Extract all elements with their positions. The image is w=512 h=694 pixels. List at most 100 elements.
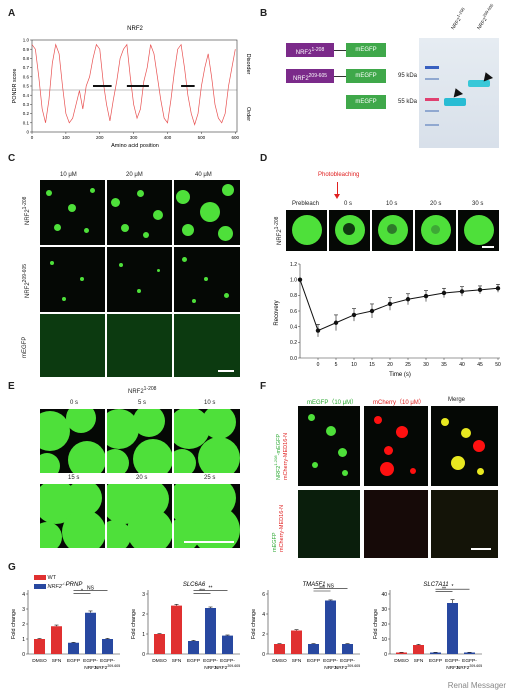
- panel-e-title: NRF21-208: [128, 386, 156, 395]
- g-ytick-label: 3: [142, 592, 145, 598]
- g-ytick-label: 4: [22, 592, 25, 598]
- frap-xtick-label: 25: [405, 362, 411, 368]
- gel-ladder-band-2: [425, 78, 439, 80]
- scale-bar: [471, 548, 491, 550]
- g-xtick-label2: NRF2: [204, 665, 217, 671]
- pondr-xlabel: Amino acid position: [111, 143, 159, 149]
- g-legend-wt: WT: [34, 575, 66, 581]
- g-xtick-label: SFN: [414, 658, 424, 664]
- g-stat-label: ***: [319, 586, 325, 592]
- f-micrograph-1-2: [364, 406, 428, 486]
- arrow-down-icon: [334, 194, 340, 199]
- frap-time-1: 0 s: [344, 201, 353, 207]
- micrograph-c-1-1: [40, 180, 105, 245]
- g-xtick-label: EGFP-: [100, 658, 115, 664]
- construct3-tag: mEGFP: [346, 95, 386, 109]
- g-stat-label: NS: [327, 584, 335, 590]
- photobleach-arrow-shaft: [337, 182, 338, 196]
- frap-frame-0s: [329, 210, 370, 251]
- f-col-mCherry: mCherry（10 μM）: [373, 400, 425, 406]
- g-ylabel: Fold change: [251, 609, 257, 639]
- frap-row-label-name: NRF2: [277, 229, 283, 245]
- g-bar: [222, 635, 233, 654]
- frap-recovery-chart: 0.0 0.2 0.4 0.6 0.8 1.0 1.2 0 5 10 15 20 25 30 35 40 45…: [274, 262, 501, 378]
- gel-marker-95: 95 kDa: [398, 73, 418, 79]
- frap-time-0: Prebleach: [292, 201, 320, 207]
- f-row1-line2: mCherry-MED16-N: [282, 432, 289, 480]
- frap-points: [297, 277, 501, 337]
- frap-ytick-label: 1.2: [290, 262, 297, 268]
- g-xtick-label2: NRF2209-605: [215, 664, 240, 671]
- frap-point: [441, 290, 447, 296]
- scale-bar: [218, 370, 234, 372]
- panel-label-c: C: [8, 153, 16, 164]
- e-time-2: 10 s: [204, 400, 216, 406]
- g-ytick-label: 20: [381, 622, 387, 628]
- pondr-yticks: 0 0.1 0.2 0.3 0.4 0.5 0.6 0.7 0.8 0.9 1.0: [23, 38, 32, 135]
- gel-ladder-band-1: [425, 66, 439, 69]
- gel-band-2: [468, 80, 490, 87]
- f-micrograph-1-1: [298, 406, 360, 486]
- g-chart-title: PRNP: [66, 582, 83, 588]
- g-stat-label: ***: [199, 588, 205, 594]
- g-xtick-label2: NRF2: [446, 665, 459, 671]
- row-label-c-2-sup: 209-605: [22, 263, 28, 283]
- f-row2-line1: mEGFP: [272, 532, 278, 552]
- g-xtick-label: EGFP: [187, 658, 200, 664]
- g-bar: [154, 634, 165, 654]
- pondr-title: NRF2: [127, 26, 143, 32]
- conc-label-20: 20 μM: [126, 172, 143, 178]
- pondr-xtick-label: 500: [198, 135, 206, 140]
- construct1-label: NRF2: [295, 50, 312, 56]
- frap-time-2: 10 s: [386, 201, 398, 207]
- pondr-series-line: [31, 43, 236, 126]
- pondr-xticks: 0 100 200 300 400 500 600: [31, 132, 240, 140]
- g-ytick-label: 30: [381, 607, 387, 613]
- pondr-xtick-label: 0: [31, 135, 34, 140]
- frap-point: [477, 287, 483, 293]
- g-ytick-label: 10: [381, 637, 387, 643]
- construct2-linker: [334, 76, 346, 77]
- g-xtick-label: SFN: [52, 658, 62, 664]
- fusion-frame-10s: [174, 409, 240, 473]
- g-xtick-sup: 209-605: [227, 664, 240, 668]
- pondr-xtick-label: 600: [232, 135, 240, 140]
- pondr-ytick-label: 1.0: [23, 38, 30, 43]
- gel-lane2-label: NRF2209-605: [474, 3, 497, 31]
- lane2-name: NRF2: [476, 16, 489, 31]
- frap-point: [297, 277, 303, 282]
- f-col-merge: Merge: [448, 397, 466, 403]
- pondr-ytick-label: 0.6: [23, 74, 30, 79]
- frap-frame-20s: [415, 210, 456, 251]
- g-bar: [430, 652, 441, 654]
- e-time-0: 0 s: [70, 400, 79, 406]
- g-ytick-label: 2: [142, 612, 145, 618]
- frap-point: [423, 293, 429, 299]
- g-bar: [342, 644, 353, 654]
- micrograph-c-3-2: [107, 314, 172, 377]
- g-ytick-label: 1: [22, 637, 25, 643]
- f-row2-line2: mCherry-MED16-N: [279, 504, 285, 552]
- row-label-c-1-name: NRF2: [25, 209, 31, 225]
- construct2-sup: 209-605: [308, 73, 328, 79]
- g-legend-wt-label: WT: [47, 575, 57, 581]
- g-xtick-label: EGFP-: [445, 658, 460, 664]
- fusion-frame-25s: [174, 484, 240, 548]
- g-stat-label: NS: [87, 585, 95, 591]
- row-label-c-2-name: NRF2: [25, 282, 31, 298]
- panel-label-b: B: [260, 8, 268, 19]
- pondr-ytick-label: 0.8: [23, 56, 30, 61]
- g-ytick-label: 0: [142, 652, 145, 658]
- frap-xlabel: Time (s): [389, 372, 411, 378]
- g-bar: [205, 608, 216, 654]
- pondr-ylabel: PONDR score: [12, 69, 18, 104]
- g-xtick-label: EGFP-: [323, 658, 338, 664]
- g-bar: [102, 639, 113, 654]
- g-xtick-label: EGFP: [429, 658, 442, 664]
- e-time-1: 5 s: [138, 400, 147, 406]
- g-bar: [396, 652, 407, 654]
- g-xtick-label: DMSO: [152, 658, 167, 664]
